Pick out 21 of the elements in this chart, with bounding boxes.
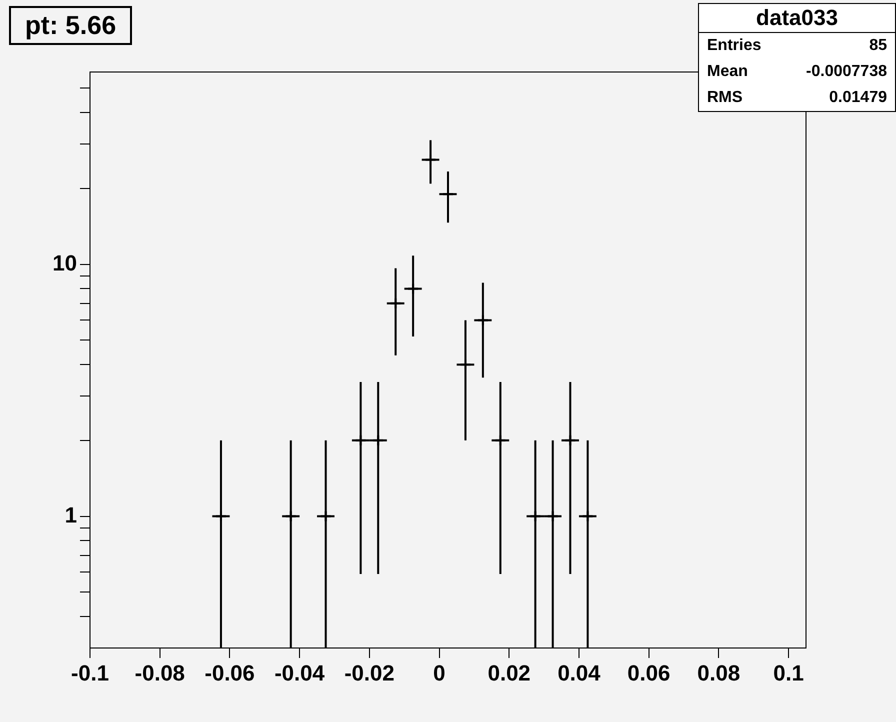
x-tick-label: 0.08 [697,660,740,686]
chart-title: pt: 5.66 [9,6,132,45]
x-tick-label: -0.04 [274,660,326,686]
annotation: Mean [707,63,748,81]
x-tick-label: 0.02 [488,660,531,686]
x-tick-label: 0.04 [558,660,602,686]
x-tick-label: -0.02 [344,660,394,686]
annotation: RMS [707,89,743,107]
x-tick-label: 0 [433,660,446,686]
text: 0.01479 [829,89,887,107]
text: Entries [707,37,762,55]
text: data033 [699,4,895,33]
y-tick-label: 1 [64,502,77,528]
text: 85 [869,37,887,55]
x-tick-label: -0.1 [71,660,109,686]
x-tick-label: 0.06 [627,660,670,686]
text: -0.0007738 [806,63,887,81]
x-tick-label: -0.08 [134,660,185,686]
x-tick-label: -0.06 [204,660,255,686]
y-tick-label: 10 [52,250,77,276]
x-tick-label: 0.1 [773,660,804,686]
